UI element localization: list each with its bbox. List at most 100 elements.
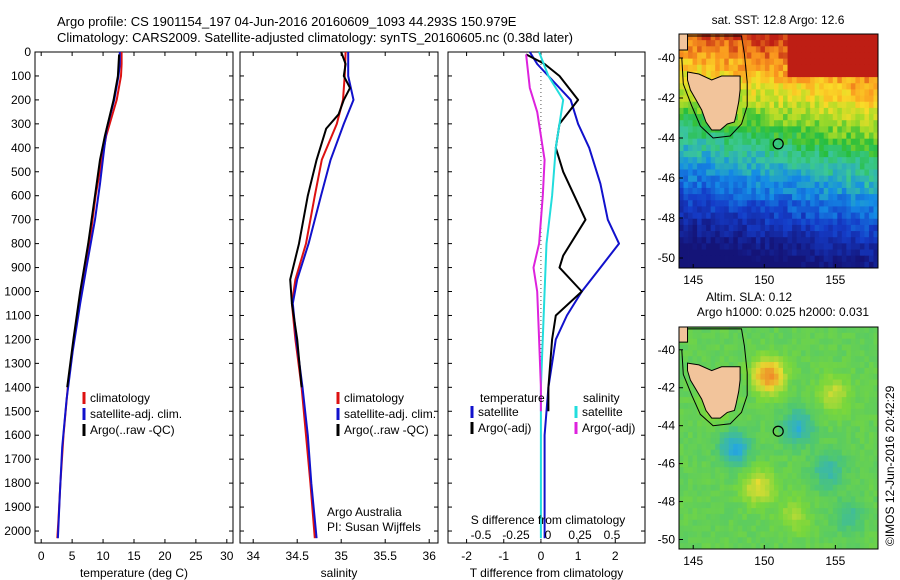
sst_map-cell — [868, 144, 874, 152]
sla_map-cell — [846, 338, 852, 345]
sla_map-cell — [846, 432, 852, 439]
sst_map-cell — [787, 132, 793, 140]
sst_map-cell — [859, 175, 865, 183]
sla_map-cell — [679, 508, 684, 515]
sst_map-cell — [760, 52, 766, 60]
sst_map-cell — [755, 194, 761, 201]
sst_map-cell — [837, 58, 843, 66]
sst_map-cell — [855, 52, 861, 60]
sla_map-cell — [697, 332, 703, 340]
sst_map-cell — [679, 218, 684, 226]
sla_map-cell — [846, 385, 852, 392]
sst_map-cell — [755, 83, 761, 90]
sst_map-cell — [746, 187, 752, 195]
sla_map-cell — [733, 508, 739, 515]
sst_map-cell — [783, 101, 788, 109]
sst_map-cell — [850, 212, 856, 220]
sla_map-cell — [850, 525, 856, 532]
sla_map-cell — [683, 350, 689, 357]
sst_map-cell — [692, 114, 698, 121]
sst_map-cell — [728, 237, 734, 244]
sla_map-cell — [706, 332, 712, 340]
sla_map-cell — [787, 537, 793, 544]
sla_map-cell — [823, 438, 829, 445]
sst_map-cell — [683, 58, 689, 66]
sla_map-cell — [814, 513, 820, 521]
sla_map-cell — [701, 455, 707, 462]
sla_map-cell — [801, 508, 807, 515]
sst_map-cell — [737, 120, 743, 127]
sst_map-cell — [832, 120, 838, 127]
sla_map-cell — [801, 502, 807, 509]
sla_map-cell — [746, 513, 752, 521]
sla_map-cell — [805, 519, 811, 527]
sst_map-cell — [837, 120, 843, 127]
sla_map-cell — [733, 461, 739, 468]
sla_map-cell — [769, 531, 775, 538]
sla_map-cell — [751, 461, 757, 468]
sla_map-cell — [846, 379, 852, 386]
sla_map-cell — [688, 525, 693, 532]
sst_map-cell — [769, 224, 775, 232]
sst_map-cell — [810, 64, 816, 72]
sla_map-cell — [746, 362, 752, 369]
sst_map-cell — [701, 144, 707, 152]
sla_map-cell — [679, 397, 684, 404]
sla_map-cell — [746, 385, 752, 392]
sst_map-cell — [769, 206, 775, 213]
sla_map-cell — [683, 449, 689, 456]
sst_map-cell — [868, 243, 874, 250]
sla_map-cell — [805, 531, 811, 538]
sla_map-cell — [710, 350, 716, 357]
sst_map-cell — [751, 218, 757, 226]
sla_map-cell — [868, 332, 874, 340]
sst_map-cell — [855, 101, 861, 109]
sla_map-cell — [769, 397, 775, 404]
sst_map-cell — [742, 138, 748, 146]
sst_map-cell — [864, 194, 870, 201]
sst_map-cell — [692, 163, 698, 170]
sla_map-cell — [828, 443, 834, 451]
sst_map-cell — [837, 132, 843, 140]
sla_map-cell — [805, 543, 811, 550]
sla_map-cell — [706, 478, 712, 486]
sla_map-cell — [760, 397, 766, 404]
sla_map-cell — [819, 420, 825, 427]
sla_map-cell — [796, 443, 802, 451]
sla_map-cell — [751, 408, 757, 416]
sst_map-cell — [692, 34, 698, 41]
sst_map-cell — [814, 46, 820, 53]
sla_map-cell — [733, 478, 739, 486]
sst_map-cell — [710, 187, 716, 195]
sst_map-cell — [801, 175, 807, 183]
sla_map-cell — [819, 461, 825, 468]
sst_map-cell — [683, 243, 689, 250]
sla_map-cell — [724, 461, 730, 468]
sla_map-cell — [814, 397, 820, 404]
sla_map-cell — [873, 519, 879, 527]
sst_map-cell — [819, 224, 825, 232]
sla_map-cell — [737, 513, 743, 521]
sla_map-cell — [805, 362, 811, 369]
sla_map-cell — [737, 461, 743, 468]
sla_map-cell — [819, 513, 825, 521]
sst_map-cell — [683, 126, 689, 133]
sst_map-cell — [814, 243, 820, 250]
sst_map-cell — [873, 58, 879, 66]
sla_map-cell — [773, 327, 779, 334]
depth-tick-label: 1600 — [4, 428, 31, 442]
sst_map-cell — [868, 114, 874, 121]
sla_map-cell — [859, 426, 865, 433]
sla_map-cell — [755, 379, 761, 386]
sla_map-cell — [719, 525, 725, 532]
sst_map-cell — [841, 218, 847, 226]
sst_map-cell — [846, 144, 852, 152]
sst_map-cell — [864, 151, 870, 158]
sla_map-cell — [814, 508, 820, 515]
sla_map-cell — [837, 391, 843, 398]
sla_map-cell — [792, 519, 797, 527]
sst_map-cell — [787, 64, 793, 72]
sst_map-cell — [850, 70, 856, 78]
sla_map-cell — [706, 473, 712, 480]
sst_map-cell — [778, 175, 784, 183]
